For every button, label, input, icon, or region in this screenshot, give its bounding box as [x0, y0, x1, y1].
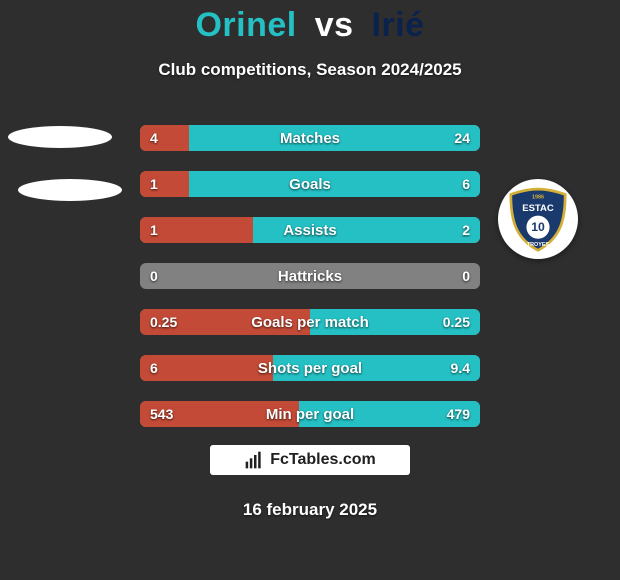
brand-text: FcTables.com	[270, 451, 376, 469]
stat-value-left: 0.25	[140, 309, 187, 335]
stat-value-right: 24	[444, 125, 480, 151]
stat-label: Hattricks	[140, 263, 480, 289]
comparison-title: Orinel vs Irié	[0, 6, 620, 45]
svg-text:10: 10	[531, 220, 545, 234]
player2-name: Irié	[371, 6, 424, 44]
stat-value-left: 543	[140, 401, 183, 427]
stat-value-right: 479	[437, 401, 480, 427]
club-badge: 1986 ESTAC 10 TROYES	[498, 179, 578, 259]
stat-value-left: 1	[140, 171, 168, 197]
stat-value-right: 0	[452, 263, 480, 289]
brand-box: FcTables.com	[210, 445, 410, 475]
chart-icon	[244, 450, 264, 470]
stat-fill-right	[189, 171, 480, 197]
stat-row: 424Matches	[140, 125, 480, 151]
svg-text:ESTAC: ESTAC	[522, 203, 554, 214]
stat-fill-right	[253, 217, 480, 243]
stat-value-left: 0	[140, 263, 168, 289]
placeholder-ellipse	[18, 179, 122, 201]
stat-value-right: 9.4	[441, 355, 480, 381]
stat-value-right: 6	[452, 171, 480, 197]
stat-row: 543479Min per goal	[140, 401, 480, 427]
svg-text:TROYES: TROYES	[527, 242, 550, 248]
stats-panel: 424Matches16Goals12Assists00Hattricks0.2…	[140, 125, 480, 447]
stat-row: 16Goals	[140, 171, 480, 197]
player1-name: Orinel	[195, 6, 296, 44]
stat-fill-right	[189, 125, 480, 151]
stat-row: 0 0Hattricks	[140, 263, 480, 289]
subtitle: Club competitions, Season 2024/2025	[0, 60, 620, 80]
stat-row: 12Assists	[140, 217, 480, 243]
stat-value-right: 0.25	[433, 309, 480, 335]
stat-row: 0.250.25Goals per match	[140, 309, 480, 335]
stat-row: 69.4Shots per goal	[140, 355, 480, 381]
stat-value-right: 2	[452, 217, 480, 243]
title-vs: vs	[315, 6, 354, 44]
svg-text:1986: 1986	[532, 195, 544, 201]
stat-value-left: 6	[140, 355, 168, 381]
footer-date: 16 february 2025	[0, 500, 620, 520]
club-badge-icon: 1986 ESTAC 10 TROYES	[504, 185, 572, 253]
placeholder-ellipse	[8, 126, 112, 148]
stat-value-left: 4	[140, 125, 168, 151]
stat-value-left: 1	[140, 217, 168, 243]
